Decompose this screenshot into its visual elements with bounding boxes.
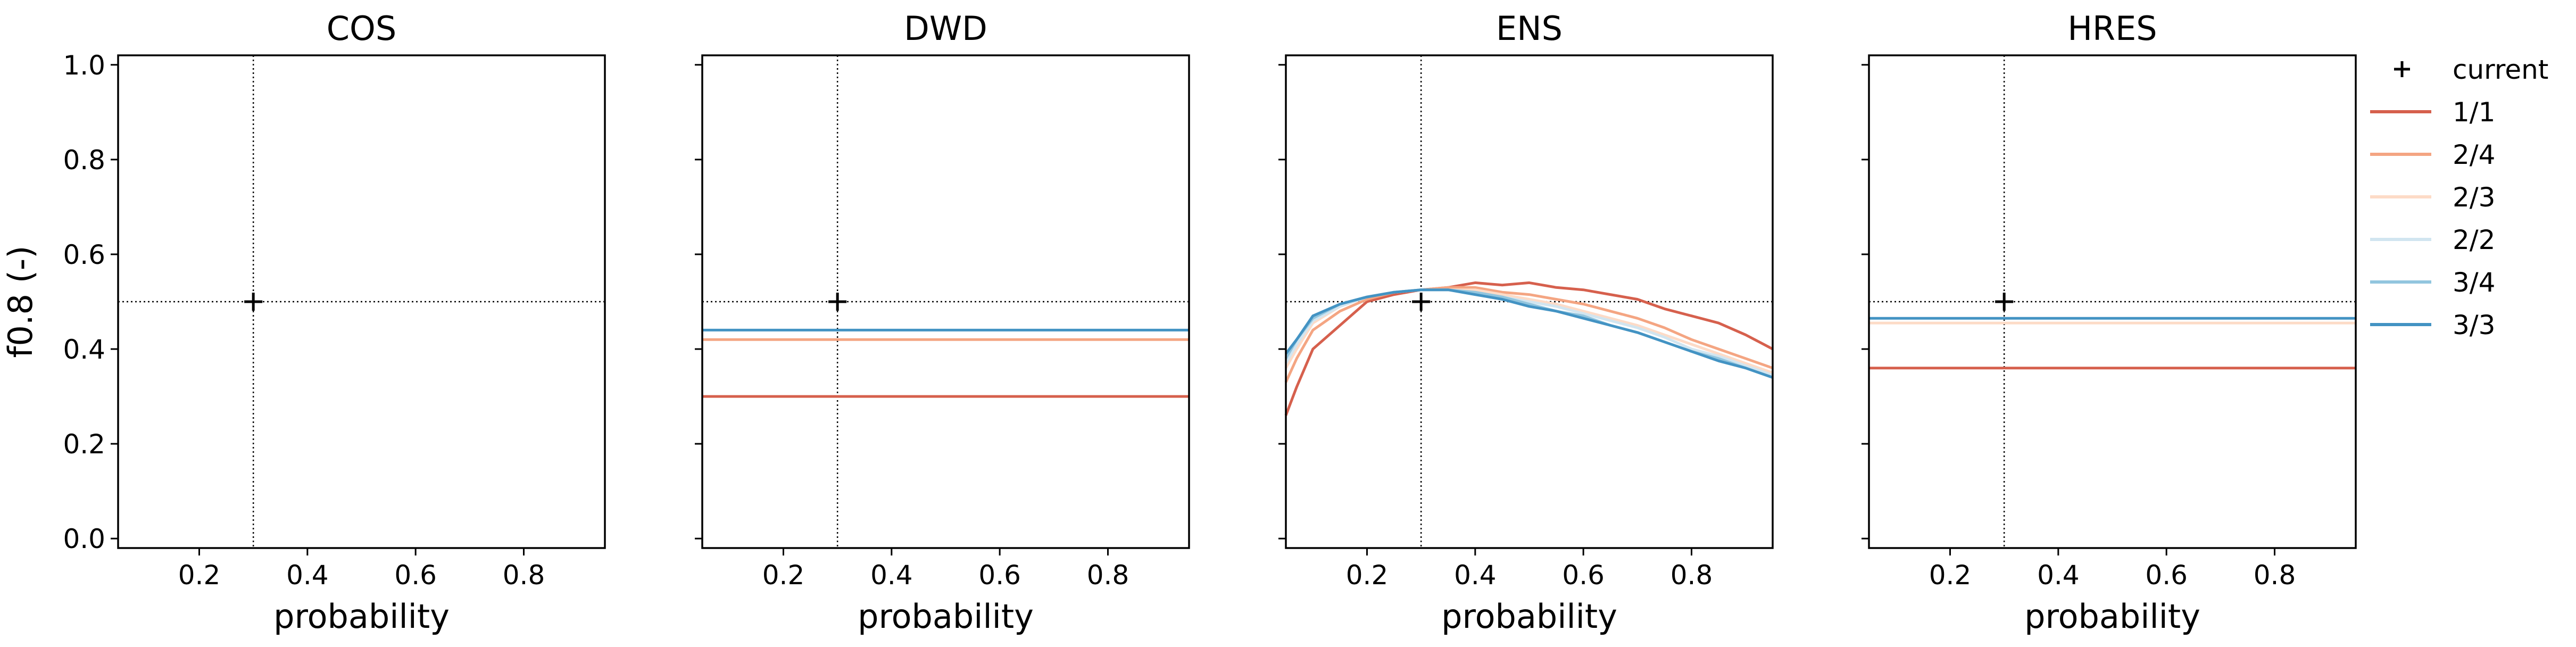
legend-label: 3/3 [2453, 310, 2495, 341]
series-line-2-4 [1284, 286, 1773, 383]
panel-cos: COS 0.2 0.4 0.6 0.8 0.0 0.2 0.4 0.6 0.8 1.0 probabi… [63, 9, 606, 636]
x-tick-label: 0.6 [1562, 560, 1605, 591]
y-axis-label: f0.8 (-) [1, 246, 40, 358]
x-tick-label: 0.6 [978, 560, 1021, 591]
plot-frame [117, 54, 606, 549]
x-tick-label: 0.2 [1346, 560, 1389, 591]
x-tick-label: 0.2 [178, 560, 221, 591]
panel-title: HRES [2067, 9, 2157, 48]
plot-frame [701, 54, 1190, 549]
panel-title: DWD [904, 9, 987, 48]
plot-frame [1285, 54, 1774, 549]
plot-frame [1868, 54, 2357, 549]
x-tick-label: 0.2 [1929, 560, 1972, 591]
x-tick-label: 0.6 [394, 560, 437, 591]
series-line-3-3 [1285, 288, 1773, 379]
legend-label: 2/3 [2453, 182, 2495, 213]
x-tick-label: 0.8 [1671, 560, 1713, 591]
x-axis-label: probability [1441, 597, 1617, 636]
y-tick-label: 0.6 [63, 239, 105, 270]
x-axis-label: probability [2024, 597, 2200, 636]
x-tick-label: 0.8 [503, 560, 545, 591]
x-tick-label: 0.8 [1087, 560, 1129, 591]
legend-label: 3/4 [2453, 267, 2495, 298]
y-tick-label: 0.8 [63, 145, 105, 176]
legend-label-current: current [2453, 54, 2548, 85]
panel-ens: ENS 0.2 0.4 0.6 0.8 probability [1278, 9, 1774, 636]
legend-label: 2/4 [2453, 139, 2495, 170]
x-tick-label: 0.2 [762, 560, 805, 591]
x-tick-label: 0.4 [870, 560, 913, 591]
current-marker [1995, 293, 2014, 311]
x-tick-label: 0.6 [2145, 560, 2188, 591]
x-tick-label: 0.4 [286, 560, 329, 591]
legend-label: 2/2 [2453, 225, 2495, 255]
panel-title: COS [327, 9, 396, 48]
y-tick-label: 0.2 [63, 429, 105, 460]
panel-hres: HRES 0.2 0.4 0.6 0.8 probability [1862, 9, 2357, 636]
current-marker [828, 293, 847, 311]
x-axis-label: probability [858, 597, 1034, 636]
series-line-1-1 [1284, 281, 1774, 416]
legend: current 1/1 2/4 2/3 2/2 3/4 3/3 [2370, 54, 2548, 341]
y-tick-label: 0.0 [63, 524, 105, 554]
current-marker [244, 293, 263, 311]
legend-label: 1/1 [2453, 97, 2495, 128]
panel-title: ENS [1496, 9, 1563, 48]
y-tick-label: 0.4 [63, 334, 105, 365]
panel-dwd: DWD 0.2 0.4 0.6 0.8 probability [695, 9, 1190, 636]
x-tick-label: 0.4 [1454, 560, 1497, 591]
x-axis-label: probability [273, 597, 450, 636]
y-tick-label: 1.0 [63, 50, 105, 81]
current-marker [1412, 293, 1431, 311]
x-tick-label: 0.8 [2254, 560, 2296, 591]
x-tick-label: 0.4 [2037, 560, 2080, 591]
